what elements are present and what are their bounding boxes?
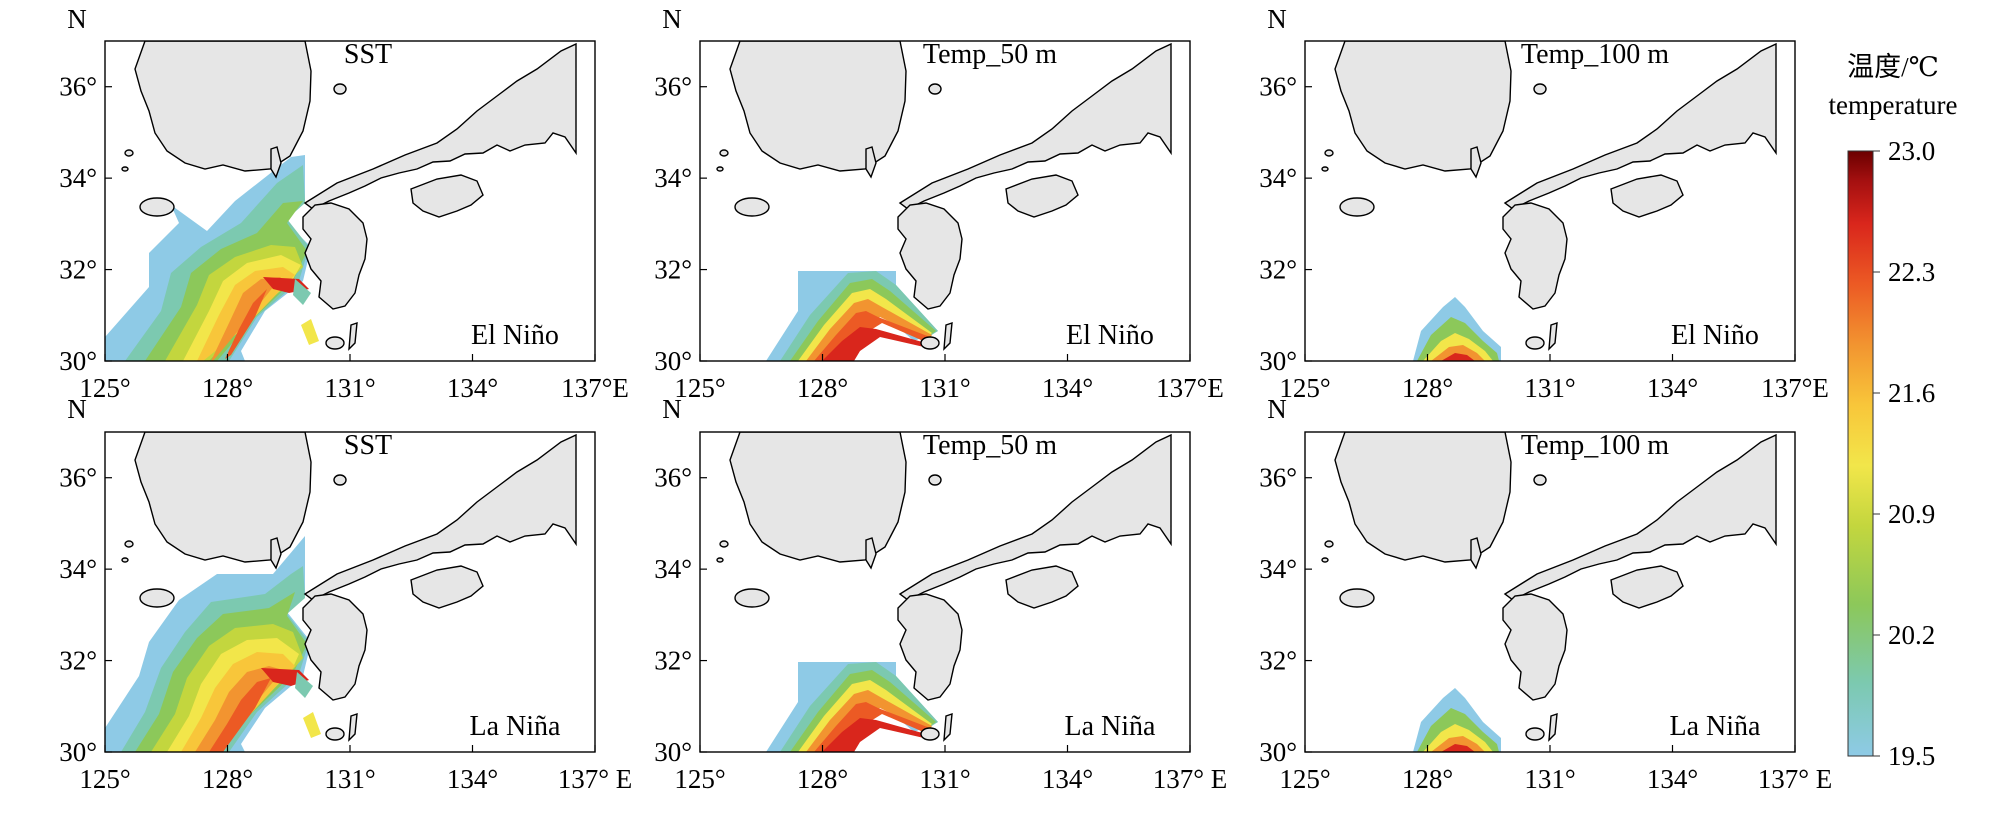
lon-tick-label: 134°	[1647, 764, 1698, 794]
lat-tick-label: 32°	[59, 255, 97, 285]
lon-tick-label: 125°	[1279, 764, 1330, 794]
colorbar-scale	[1847, 150, 1874, 757]
lon-tick-label: 125°	[674, 764, 725, 794]
lat-tick-label: 34°	[1259, 554, 1297, 584]
colorbar-title-en: temperature	[1829, 90, 1958, 120]
lat-tick-label: 36°	[59, 72, 97, 102]
lat-tick-label: 36°	[1259, 463, 1297, 493]
lat-tick-label: 36°	[654, 72, 692, 102]
lat-tick-label: 34°	[654, 554, 692, 584]
north-label: N	[1267, 4, 1287, 34]
lon-tick-label: 131°	[1524, 373, 1575, 403]
colorbar-tick-label: 21.6	[1888, 378, 1935, 408]
lat-tick-label: 30°	[1259, 346, 1297, 376]
lat-tick-label: 32°	[654, 255, 692, 285]
map-panel: SST La Niña N 30° 32° 34° 36° 125° 128° 131° 134° 1…	[59, 394, 632, 794]
phase-label: La Niña	[1065, 711, 1157, 742]
lon-tick-label: 137°E	[1761, 373, 1829, 403]
lat-tick-label: 34°	[59, 163, 97, 193]
phase-label: El Niño	[1671, 320, 1759, 351]
lon-tick-label: 137° E	[1153, 764, 1228, 794]
lon-tick-label: 134°	[1042, 373, 1093, 403]
lat-tick-label: 36°	[1259, 72, 1297, 102]
map-panel: Temp_100 m El Niño N 30° 32° 34° 36° 125° 128° 13…	[1259, 4, 1829, 403]
colorbar-tick-label: 23.0	[1888, 136, 1935, 166]
lon-tick-label: 125°	[1279, 373, 1330, 403]
lon-tick-label: 134°	[1042, 764, 1093, 794]
colorbar-ticks: 23.0 22.3 21.6 20.9 20.2 19.5	[1873, 136, 1935, 771]
lon-tick-label: 131°	[919, 764, 970, 794]
lon-tick-label: 128°	[202, 764, 253, 794]
lon-tick-label: 128°	[1402, 373, 1453, 403]
lat-tick-label: 32°	[654, 646, 692, 676]
map-panels: SST El Niño N 30° 32° 34° 36° 125° 128° 131° 134° 1…	[59, 4, 1832, 794]
north-label: N	[662, 394, 682, 424]
panel-title: Temp_100 m	[1521, 430, 1669, 461]
lat-tick-label: 34°	[59, 554, 97, 584]
lat-tick-label: 30°	[59, 346, 97, 376]
lon-tick-label: 131°	[324, 764, 375, 794]
lon-tick-label: 128°	[202, 373, 253, 403]
lon-tick-label: 128°	[797, 373, 848, 403]
lon-tick-label: 137° E	[558, 764, 633, 794]
lon-tick-label: 131°	[919, 373, 970, 403]
phase-label: La Niña	[1670, 711, 1762, 742]
lon-tick-label: 128°	[797, 764, 848, 794]
panel-title: Temp_50 m	[923, 430, 1057, 461]
lat-tick-label: 32°	[1259, 255, 1297, 285]
map-panel: SST El Niño N 30° 32° 34° 36° 125° 128° 131° 134° 1…	[59, 4, 629, 403]
lon-tick-label: 125°	[674, 373, 725, 403]
lon-tick-label: 134°	[447, 764, 498, 794]
map-panel: Temp_100 m La Niña N 30° 32° 34° 36° 125° 128° 13…	[1259, 394, 1832, 794]
lon-tick-label: 131°	[324, 373, 375, 403]
lat-tick-label: 32°	[59, 646, 97, 676]
colorbar-tick-label: 20.2	[1888, 620, 1935, 650]
colorbar-tick-label: 19.5	[1888, 741, 1935, 771]
north-label: N	[662, 4, 682, 34]
lat-tick-label: 30°	[1259, 737, 1297, 767]
lon-tick-label: 134°	[1647, 373, 1698, 403]
phase-label: La Niña	[470, 711, 562, 742]
lon-tick-label: 134°	[447, 373, 498, 403]
phase-label: El Niño	[471, 320, 559, 351]
colorbar-tick-label: 22.3	[1888, 257, 1935, 287]
panel-title: SST	[344, 430, 392, 461]
lon-tick-label: 131°	[1524, 764, 1575, 794]
lat-tick-label: 34°	[1259, 163, 1297, 193]
colorbar-title-cn: 温度/℃	[1847, 52, 1939, 82]
lon-tick-label: 125°	[79, 764, 130, 794]
lon-tick-label: 125°	[79, 373, 130, 403]
lon-tick-label: 137°E	[561, 373, 629, 403]
north-label: N	[67, 4, 87, 34]
colorbar-tick-label: 20.9	[1888, 499, 1935, 529]
north-label: N	[67, 394, 87, 424]
lat-tick-label: 34°	[654, 163, 692, 193]
lat-tick-label: 32°	[1259, 646, 1297, 676]
panel-title: Temp_100 m	[1521, 39, 1669, 70]
lat-tick-label: 36°	[59, 463, 97, 493]
phase-label: El Niño	[1066, 320, 1154, 351]
colorbar: 温度/℃ temperature 23.0 22.3 21.6 20.9 20.2 19.…	[1829, 52, 1958, 771]
panel-title: Temp_50 m	[923, 39, 1057, 70]
lon-tick-label: 128°	[1402, 764, 1453, 794]
lon-tick-label: 137° E	[1758, 764, 1833, 794]
map-panel: Temp_50 m El Niño N 30° 32° 34° 36° 125° 128° 131…	[654, 4, 1224, 403]
lat-tick-label: 36°	[654, 463, 692, 493]
lat-tick-label: 30°	[654, 346, 692, 376]
panel-title: SST	[344, 39, 392, 70]
north-label: N	[1267, 394, 1287, 424]
lat-tick-label: 30°	[654, 737, 692, 767]
lat-tick-label: 30°	[59, 737, 97, 767]
map-panel: Temp_50 m La Niña N 30° 32° 34° 36° 125° 128° 131…	[654, 394, 1227, 794]
lon-tick-label: 137°E	[1156, 373, 1224, 403]
